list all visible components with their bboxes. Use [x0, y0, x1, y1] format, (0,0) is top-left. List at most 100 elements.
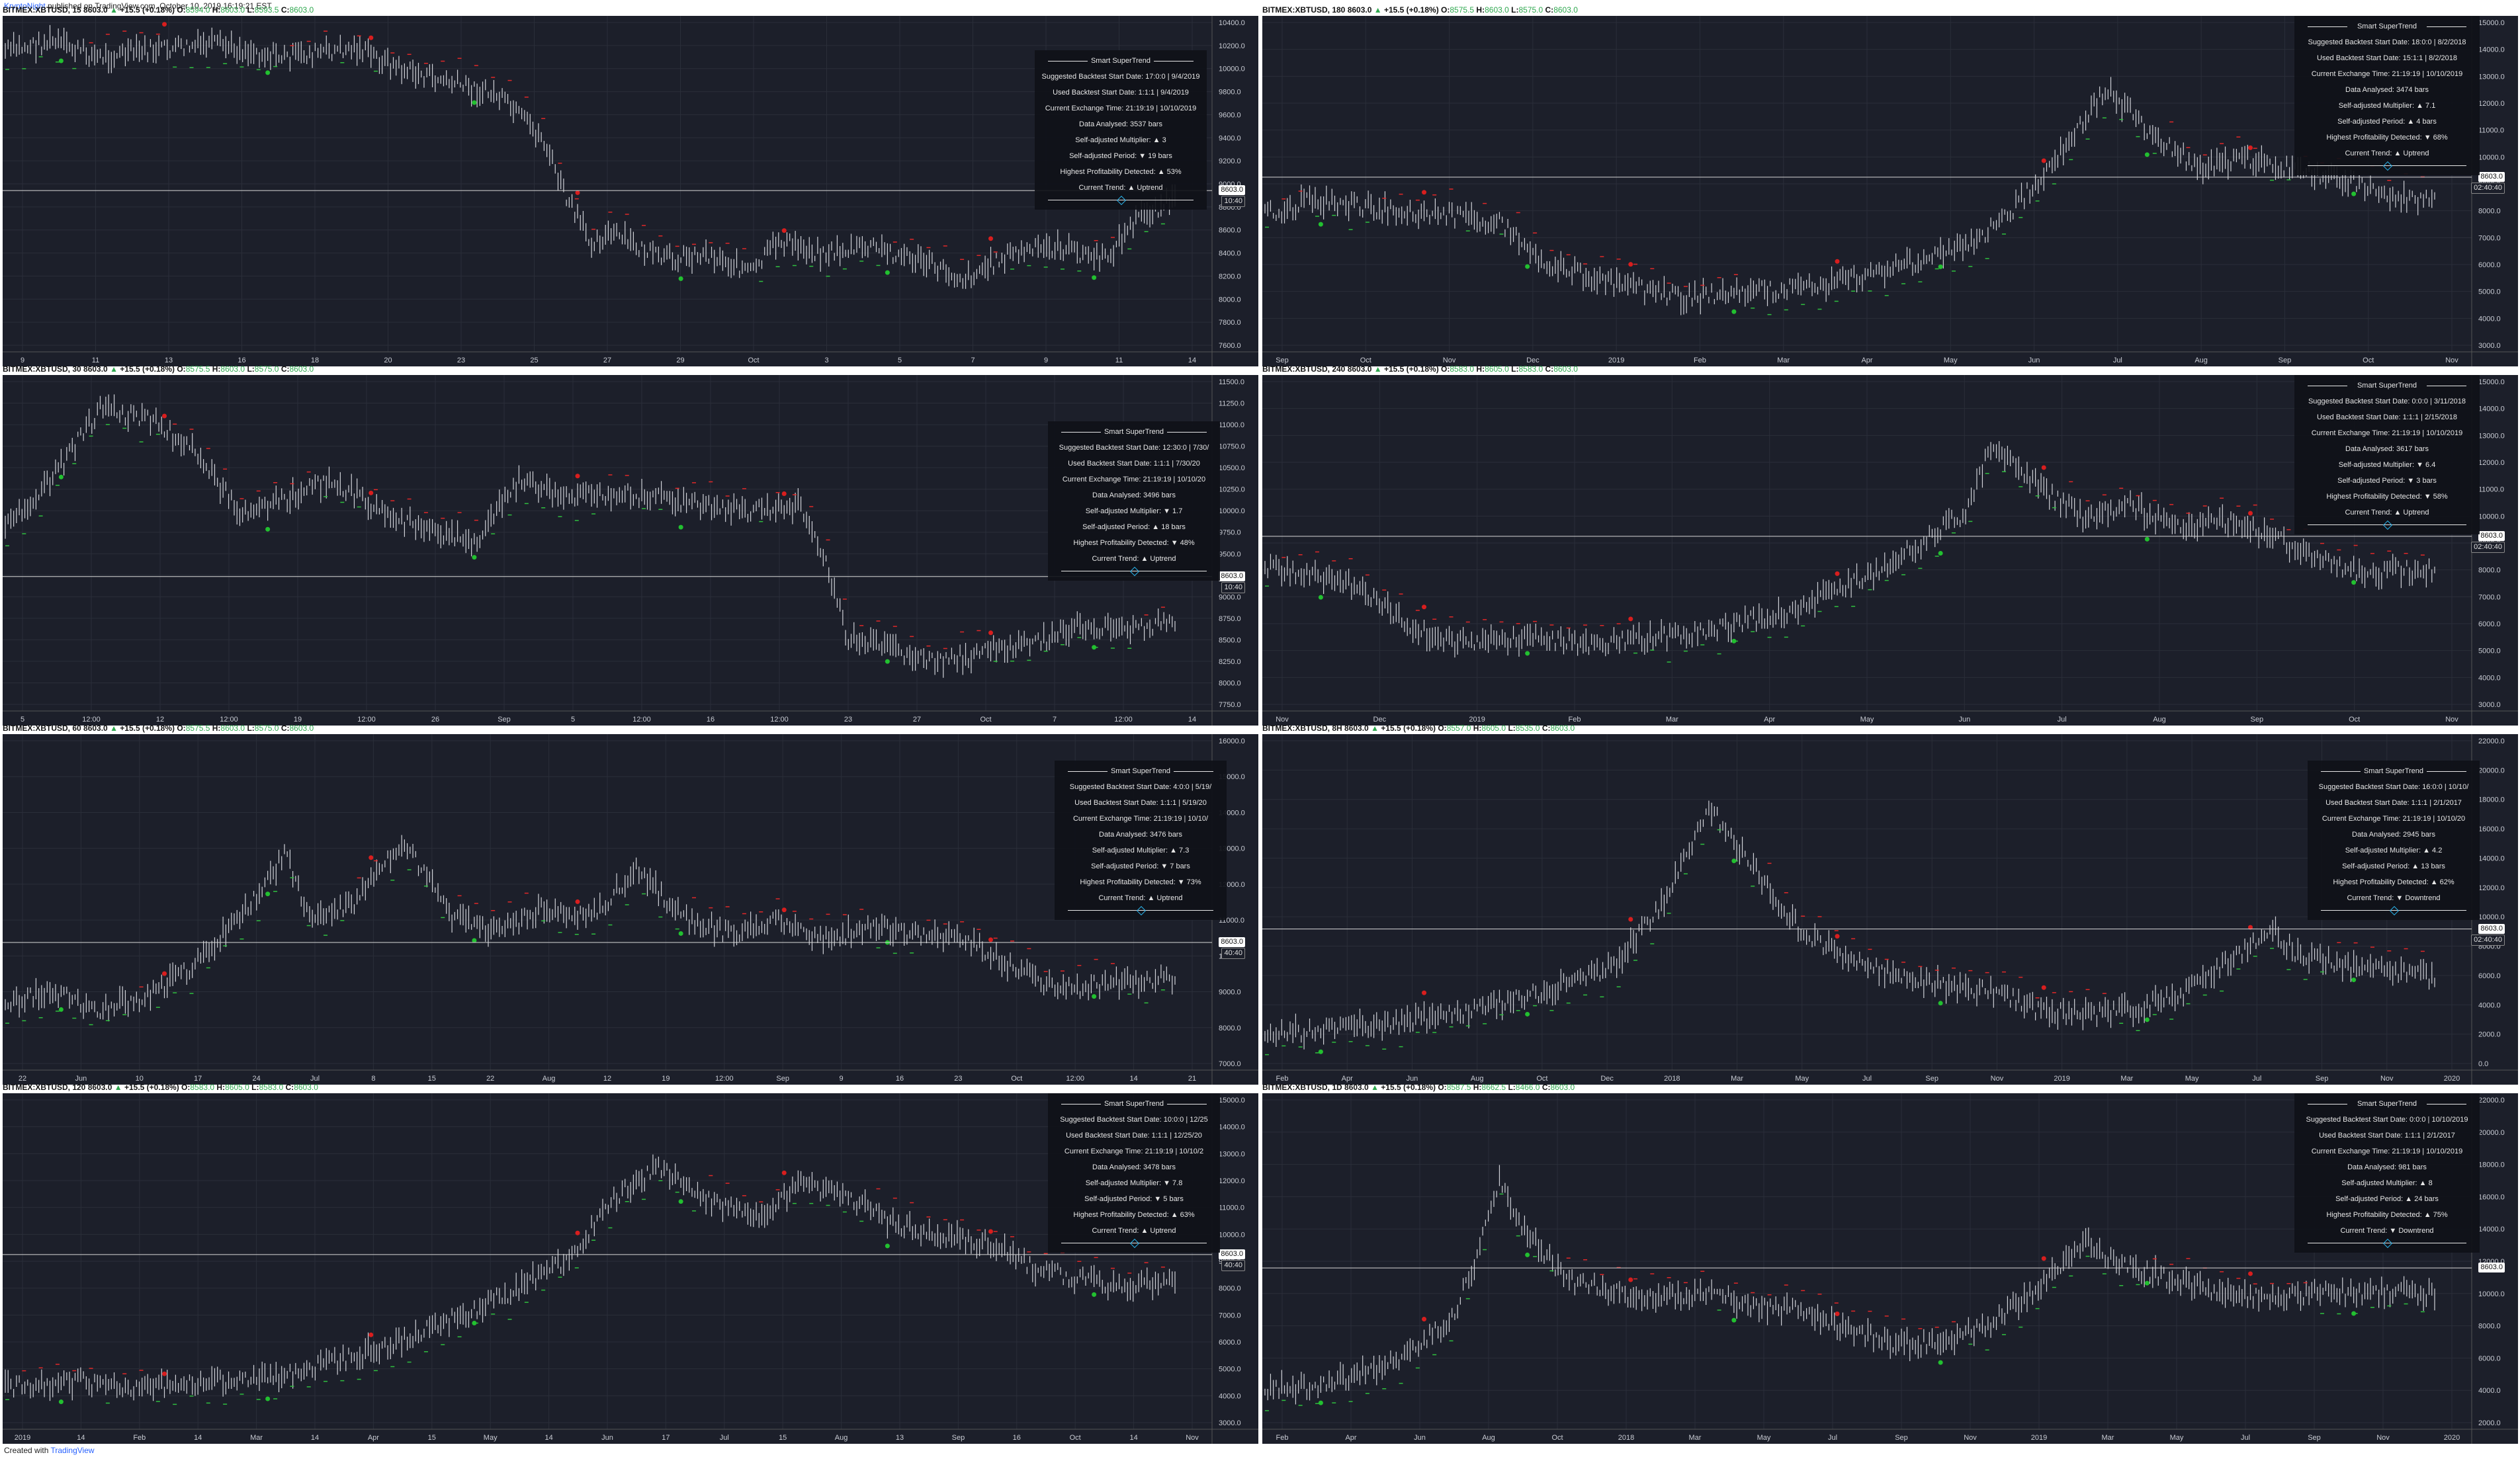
supertrend-up-line [1265, 471, 2056, 663]
y-tick-label: 7750.0 [1219, 701, 1241, 709]
price-chart[interactable]: 16000.015000.014000.013000.012000.011000… [3, 734, 1258, 1085]
change-value: +15.5 (+0.18%) [1383, 5, 1442, 15]
open-label: O: [1438, 724, 1447, 733]
buy-signal-marker [885, 1243, 890, 1249]
open-value: 8557.0 [1446, 724, 1473, 733]
y-tick-label: 2000.0 [2478, 1031, 2501, 1039]
supertrend-down-line [1767, 862, 2425, 999]
x-tick-label: 21 [1188, 1075, 1196, 1083]
x-tick-label: May [1757, 1434, 1771, 1442]
sell-signal-marker [2248, 145, 2253, 150]
chart-panel-p60[interactable]: BITMEX:XBTUSD, 60 8603.0 ▲ +15.5 (+0.18%… [3, 724, 1258, 1085]
smart-supertrend-infobox: Smart SuperTrend Suggested Backtest Start… [1048, 421, 1220, 581]
y-tick-label: 9750.0 [1219, 529, 1241, 537]
x-tick-label: 12 [603, 1075, 611, 1083]
candles [1264, 77, 2435, 315]
price-chart[interactable]: 15000.0 14000.0 13000.0 12000.0 11000.0 10000… [3, 1093, 1258, 1444]
x-tick-label: 10 [136, 1075, 144, 1083]
infobox-row: Used Backtest Start Date: 1:1:1 | 2/1/20… [2319, 1132, 2455, 1140]
supertrend-up-line [5, 56, 1165, 282]
x-tick-label: Nov [2445, 716, 2458, 724]
chart-panel-p15[interactable]: BITMEX:XBTUSD, 15 8603.0 ▲ +15.5 (+0.18%… [3, 5, 1258, 366]
infobox-row: Suggested Backtest Start Date: 10:0:0 | … [1060, 1116, 1208, 1124]
x-tick-label: Oct [1360, 356, 1371, 364]
open-value: 8587.5 [1446, 1083, 1473, 1092]
chart-panel-p1d[interactable]: BITMEX:XBTUSD, 1D 8603.0 ▲ +15.5 (+0.18%… [1262, 1083, 2518, 1444]
panel-title: BITMEX:XBTUSD, 1D 8603.0 ▲ +15.5 (+0.18%… [1262, 1082, 1575, 1093]
author-link[interactable]: KryptoNight [4, 1, 46, 11]
tradingview-logo[interactable]: TradingView [50, 1446, 95, 1455]
x-tick-label: May [2170, 1434, 2184, 1442]
infobox-row: Current Exchange Time: 21:19:19 | 10/10/… [1064, 1147, 1204, 1155]
high-value: 8603.0 [1485, 5, 1512, 15]
buy-signal-marker [2351, 191, 2357, 196]
x-tick-label: 12:00 [715, 1075, 734, 1083]
x-tick-label: Mar [1777, 356, 1790, 364]
x-tick-label: Oct [1011, 1075, 1022, 1083]
buy-signal-marker [1318, 222, 1323, 227]
open-value: 8575.5 [1450, 5, 1477, 15]
sell-signal-marker [2041, 985, 2046, 990]
y-tick-label: 3000.0 [2478, 342, 2501, 350]
y-tick-label: 11000.0 [1219, 421, 1244, 429]
open-value: 8594.0 [185, 5, 212, 15]
sell-signal-marker [369, 855, 374, 860]
change-value: +15.5 (+0.18%) [120, 364, 177, 374]
panel-title: BITMEX:XBTUSD, 240 8603.0 ▲ +15.5 (+0.18… [1262, 364, 1578, 374]
x-tick-label: 22 [19, 1075, 26, 1083]
open-label: O: [181, 1083, 191, 1092]
x-axis: Sep Oct Nov Dec 2019 Feb Mar Apr May Jun Jul Aug Sep… [1276, 356, 2458, 364]
y-tick-label: 5000.0 [2478, 288, 2501, 296]
x-tick-label: 12:00 [770, 716, 789, 724]
low-label: L: [247, 724, 255, 733]
x-tick-label: 24 [252, 1075, 260, 1083]
infobox-row: Data Analysed: 981 bars [2347, 1163, 2427, 1171]
x-tick-label: 13 [896, 1434, 904, 1442]
y-tick-label: 7000.0 [1219, 1060, 1241, 1068]
sell-signal-marker [781, 907, 787, 913]
x-tick-label: Sep [952, 1434, 965, 1442]
sell-signal-marker [2041, 158, 2046, 163]
chart-panel-p180[interactable]: BITMEX:XBTUSD, 180 8603.0 ▲ +15.5 (+0.18… [1262, 5, 2518, 366]
chart-panel-p30[interactable]: BITMEX:XBTUSD, 30 8603.0 ▲ +15.5 (+0.18%… [3, 364, 1258, 726]
y-tick-label: 8000.0 [2478, 1323, 2501, 1331]
y-tick-label: 3000.0 [1219, 1419, 1241, 1427]
x-tick-label: Dec [1526, 356, 1540, 364]
open-label: O: [1441, 364, 1450, 374]
y-tick-label: 6000.0 [1219, 1339, 1241, 1347]
sell-signal-marker [988, 630, 994, 636]
close-label: C: [1542, 724, 1551, 733]
open-label: O: [177, 5, 186, 15]
y-tick-label: 10750.0 [1219, 443, 1245, 451]
sell-signal-marker [575, 474, 580, 479]
x-tick-label: 2020 [2444, 1434, 2460, 1442]
infobox-row: Self-adjusted Period: ▼ 19 bars [1069, 152, 1172, 160]
x-tick-label: 22 [486, 1075, 494, 1083]
buy-signal-marker [2351, 978, 2357, 983]
x-tick-label: Jul [310, 1075, 320, 1083]
y-tick-label: 9000.0 [1219, 989, 1241, 997]
x-tick-label: Aug [2153, 716, 2166, 724]
current-price-tag: 8603.0 [1219, 937, 1245, 947]
chart-panel-p120[interactable]: BITMEX:XBTUSD, 120 8603.0 ▲ +15.5 (+0.18… [3, 1083, 1258, 1444]
symbol-label: BITMEX:XBTUSD, 8H [1262, 724, 1345, 733]
high-value: 8603.0 [220, 724, 247, 733]
chart-panel-p8h[interactable]: BITMEX:XBTUSD, 8H 8603.0 ▲ +15.5 (+0.18%… [1262, 724, 2518, 1085]
sell-signal-marker [1835, 1312, 1840, 1317]
x-axis: Nov Dec 2019 Feb Mar Apr May Jun Jul Aug Sep Oct Nov [1276, 716, 2458, 724]
infobox-row: Self-adjusted Multiplier: ▲ 3 [1075, 136, 1166, 144]
sell-signal-marker [162, 1371, 167, 1376]
x-tick-label: Aug [543, 1075, 556, 1083]
x-tick-label: Sep [1276, 356, 1289, 364]
open-label: O: [177, 364, 186, 374]
chart-panel-p240[interactable]: BITMEX:XBTUSD, 240 8603.0 ▲ +15.5 (+0.18… [1262, 364, 2518, 726]
y-tick-label: 3000.0 [2478, 701, 2501, 709]
infobox-row: Self-adjusted Period: ▲ 4 bars [2337, 118, 2437, 126]
infobox-row: Self-adjusted Multiplier: ▲ 4.2 [2345, 847, 2443, 855]
close-label: C: [285, 1083, 294, 1092]
x-tick-label: 2019 [15, 1434, 30, 1442]
x-tick-label: Jul [2252, 1075, 2261, 1083]
x-tick-label: 2019 [1608, 356, 1624, 364]
close-value: 8603.0 [1553, 364, 1578, 374]
y-tick-label: 8600.0 [1219, 227, 1241, 235]
